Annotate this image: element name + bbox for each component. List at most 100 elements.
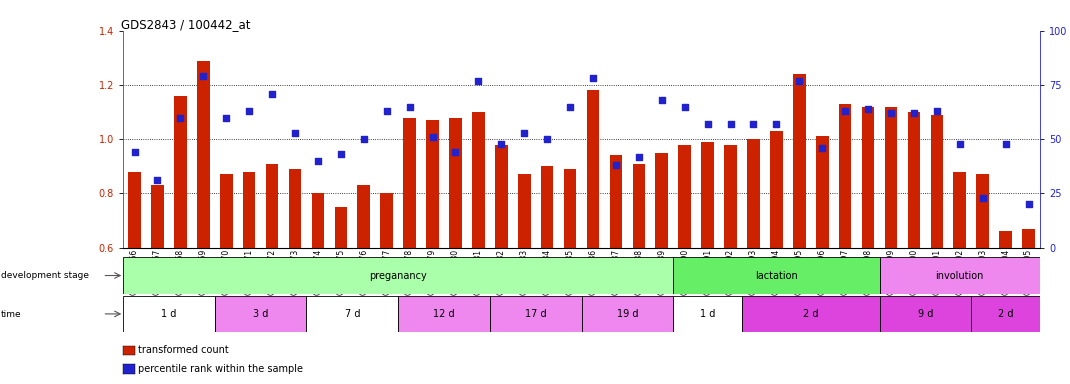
Bar — [953, 172, 966, 248]
Bar — [306, 296, 398, 332]
Text: transformed count: transformed count — [138, 345, 229, 356]
Bar — [742, 296, 880, 332]
Point — [493, 141, 510, 147]
Point — [355, 136, 372, 142]
Bar — [123, 296, 215, 332]
Point — [538, 136, 555, 142]
Point — [951, 141, 968, 147]
Point — [217, 114, 234, 121]
Bar — [243, 172, 256, 248]
Bar — [357, 185, 370, 248]
Bar — [907, 112, 920, 248]
Bar — [880, 257, 1040, 294]
Bar — [197, 61, 210, 248]
Bar — [793, 74, 806, 248]
Bar — [673, 257, 880, 294]
Text: time: time — [1, 310, 21, 319]
Text: percentile rank within the sample: percentile rank within the sample — [138, 364, 303, 374]
Point — [126, 149, 143, 155]
Text: 17 d: 17 d — [525, 309, 547, 319]
Point — [562, 104, 579, 110]
Point — [745, 121, 762, 127]
Point — [309, 158, 326, 164]
Text: 7 d: 7 d — [345, 309, 360, 319]
Bar — [999, 232, 1012, 248]
Bar — [215, 296, 306, 332]
Text: involution: involution — [935, 270, 984, 281]
Bar — [770, 131, 783, 248]
Point — [424, 134, 441, 140]
Bar — [380, 194, 393, 248]
Text: 3 d: 3 d — [253, 309, 269, 319]
Text: 12 d: 12 d — [433, 309, 455, 319]
Bar — [586, 90, 599, 248]
Text: 1 d: 1 d — [700, 309, 716, 319]
Bar — [816, 136, 828, 248]
Text: 2 d: 2 d — [998, 309, 1013, 319]
Point — [401, 104, 418, 110]
Text: 2 d: 2 d — [804, 309, 819, 319]
Point — [676, 104, 693, 110]
Point — [378, 108, 395, 114]
Text: lactation: lactation — [755, 270, 798, 281]
Bar — [403, 118, 416, 248]
Bar — [582, 296, 673, 332]
Point — [195, 73, 212, 79]
Bar — [426, 120, 439, 248]
Text: GDS2843 / 100442_at: GDS2843 / 100442_at — [121, 18, 250, 31]
Point — [929, 108, 946, 114]
Text: 9 d: 9 d — [918, 309, 933, 319]
Bar — [931, 115, 943, 248]
Bar — [449, 118, 462, 248]
Bar — [495, 145, 507, 248]
Bar — [289, 169, 302, 248]
Bar — [972, 296, 1040, 332]
Point — [149, 177, 166, 184]
Bar — [701, 142, 714, 248]
Bar — [673, 296, 742, 332]
Bar — [747, 139, 760, 248]
Text: 1 d: 1 d — [162, 309, 177, 319]
Point — [470, 78, 487, 84]
Bar — [656, 153, 668, 248]
Bar — [1022, 229, 1035, 248]
Point — [263, 91, 280, 97]
Bar — [265, 164, 278, 248]
Bar — [564, 169, 577, 248]
Point — [608, 162, 625, 168]
Point — [974, 195, 991, 201]
Point — [447, 149, 464, 155]
Point — [699, 121, 716, 127]
Bar — [861, 107, 874, 248]
Point — [1020, 201, 1037, 207]
Point — [333, 151, 350, 157]
Bar — [472, 112, 485, 248]
Bar — [518, 174, 531, 248]
Point — [837, 108, 854, 114]
Point — [241, 108, 258, 114]
Point — [883, 110, 900, 116]
Bar — [398, 296, 490, 332]
Bar — [174, 96, 186, 248]
Point — [997, 141, 1014, 147]
Point — [905, 110, 922, 116]
Point — [859, 106, 876, 112]
Bar — [880, 296, 972, 332]
Point — [768, 121, 785, 127]
Bar — [151, 185, 164, 248]
Bar — [128, 172, 141, 248]
Bar — [335, 207, 347, 248]
Text: preganancy: preganancy — [369, 270, 427, 281]
Bar — [123, 257, 673, 294]
Bar — [311, 194, 324, 248]
Bar — [220, 174, 232, 248]
Point — [516, 130, 533, 136]
Bar — [724, 145, 737, 248]
Point — [653, 97, 670, 103]
Bar — [839, 104, 852, 248]
Bar — [885, 107, 898, 248]
Text: 19 d: 19 d — [616, 309, 638, 319]
Point — [813, 145, 830, 151]
Bar — [678, 145, 691, 248]
Bar — [632, 164, 645, 248]
